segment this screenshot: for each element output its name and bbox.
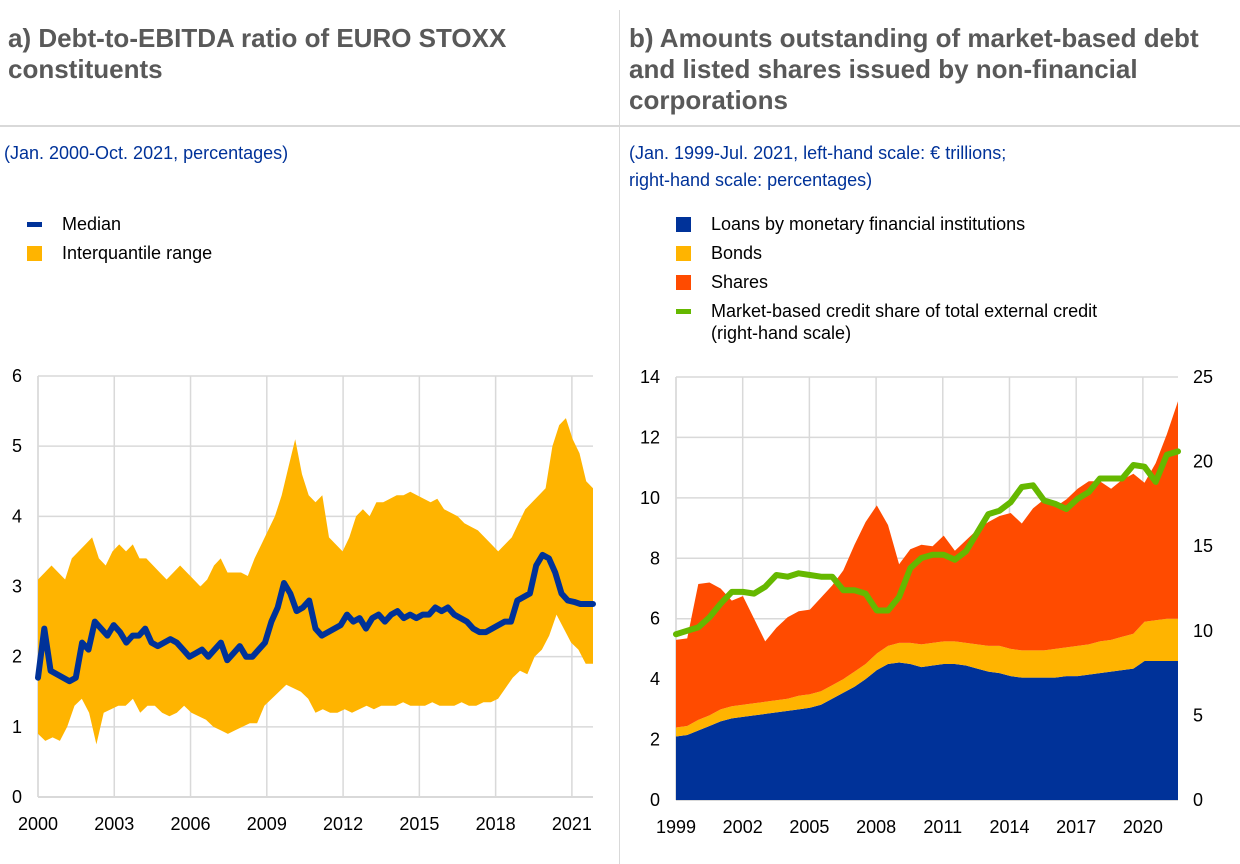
chart-a-y-tick-label: 0	[12, 787, 22, 807]
chart-a-x-tick-label: 2006	[171, 814, 211, 834]
loans-area	[676, 661, 1178, 800]
interquantile-range-area	[38, 418, 593, 745]
legend-item-interquantile-range: Interquantile range	[27, 242, 212, 271]
market-based-credit-share-line	[673, 448, 1181, 638]
chart-a-x-tick-label: 2012	[323, 814, 363, 834]
chart-b-x-tick-label: 2002	[723, 817, 763, 837]
chart-a-y-tick-label: 2	[12, 647, 22, 667]
median-line	[35, 551, 596, 685]
interquantile-area-swatch-icon	[27, 246, 42, 261]
chart-b-y2-tick-label: 20	[1193, 452, 1213, 472]
panel-b-subtitle-line-2: right-hand scale: percentages)	[629, 170, 873, 190]
chart-a-y-tick-label: 5	[12, 436, 22, 456]
legend-label-line-1: Market-based credit share of total exter…	[711, 301, 1098, 321]
chart-b-x-tick-label: 1999	[656, 817, 696, 837]
chart-a-x-tick-label: 2015	[399, 814, 439, 834]
chart-b-y-tick-label: 2	[650, 730, 660, 750]
chart-b-y-tick-label: 4	[650, 669, 660, 689]
chart-a-x-tick-label: 2003	[94, 814, 134, 834]
chart-a-x-tick-label: 2018	[476, 814, 516, 834]
chart-b-y-tick-label: 8	[650, 548, 660, 568]
panel-a-legend: Median Interquantile range	[27, 213, 212, 271]
legend-label: Median	[62, 214, 122, 234]
market-share-line-swatch-icon	[676, 309, 691, 314]
chart-b-y-tick-label: 10	[640, 488, 660, 508]
chart-b-y-tick-label: 6	[650, 609, 660, 629]
panel-b-legend: Loans by monetary financial institutions…	[676, 213, 1097, 346]
panel-a-title-line-1: a) Debt-to-EBITDA ratio of EURO STOXX	[8, 23, 507, 53]
panel-b-title-line-1: b) Amounts outstanding of market-based d…	[629, 23, 1199, 53]
chart-b-y2-tick-label: 15	[1193, 536, 1213, 556]
panel-b-title-separator	[620, 125, 1240, 127]
panel-a-title-line-2: constituents	[8, 54, 163, 84]
panel-b-title-line-2: and listed shares issued by non-financia…	[629, 54, 1138, 84]
legend-label: Shares	[711, 272, 769, 292]
chart-b-y2-tick-label: 5	[1193, 705, 1203, 725]
chart-b-x-tick-label: 2014	[989, 817, 1029, 837]
chart-a-y-tick-label: 1	[12, 717, 22, 737]
bonds-area	[676, 618, 1178, 737]
legend-label: Loans by monetary financial institutions	[711, 214, 1026, 234]
chart-b-y2-tick-label: 25	[1193, 367, 1213, 387]
panel-a-subtitle: (Jan. 2000-Oct. 2021, percentages)	[4, 143, 289, 163]
chart-b-x-tick-label: 2017	[1056, 817, 1096, 837]
panel-b: b) Amounts outstanding of market-based d…	[620, 0, 1240, 864]
loans-swatch-icon	[676, 217, 691, 232]
chart-b-y-tick-label: 0	[650, 790, 660, 810]
chart-a-y-tick-label: 6	[12, 366, 22, 386]
chart-a-x-tick-label: 2000	[18, 814, 58, 834]
chart-a-x-tick-label: 2009	[247, 814, 287, 834]
chart-a-y-tick-label: 3	[12, 577, 22, 597]
legend-item-median: Median	[27, 213, 212, 242]
legend-label: Bonds	[711, 243, 763, 263]
chart-a-y-tick-label: 4	[12, 506, 22, 526]
shares-area	[676, 401, 1178, 728]
legend-label-line-2: (right-hand scale)	[711, 323, 852, 343]
median-line-swatch-icon	[27, 222, 42, 227]
legend-item-bonds: Bonds	[676, 242, 1097, 271]
panel-b-title-line-3: corporations	[629, 85, 788, 115]
bonds-swatch-icon	[676, 246, 691, 261]
chart-b-x-tick-label: 2008	[856, 817, 896, 837]
panel-a-title: a) Debt-to-EBITDA ratio of EURO STOXX co…	[8, 23, 608, 85]
legend-item-shares: Shares	[676, 271, 1097, 300]
panel-a-title-separator	[0, 125, 619, 127]
panel-b-subtitle: (Jan. 1999-Jul. 2021, left-hand scale: €…	[629, 140, 1006, 194]
panel-b-title: b) Amounts outstanding of market-based d…	[629, 23, 1239, 116]
chart-b-x-tick-label: 2020	[1123, 817, 1163, 837]
panel-a: a) Debt-to-EBITDA ratio of EURO STOXX co…	[0, 0, 619, 864]
legend-item-market-based-credit-share: Market-based credit share of total exter…	[676, 300, 1097, 346]
legend-label: Market-based credit share of total exter…	[711, 300, 1097, 344]
chart-a-x-tick-label: 2021	[552, 814, 592, 834]
legend-item-loans: Loans by monetary financial institutions	[676, 213, 1097, 242]
chart-b-y2-tick-label: 0	[1193, 790, 1203, 810]
shares-swatch-icon	[676, 275, 691, 290]
legend-label: Interquantile range	[62, 243, 213, 263]
panel-divider	[619, 10, 620, 864]
chart-b-x-tick-label: 2005	[789, 817, 829, 837]
chart-b-y-tick-label: 14	[640, 367, 660, 387]
chart-b-x-tick-label: 2011	[923, 817, 962, 837]
chart-b-y2-tick-label: 10	[1193, 621, 1213, 641]
chart-b-y-tick-label: 12	[640, 427, 660, 447]
panel-b-subtitle-line-1: (Jan. 1999-Jul. 2021, left-hand scale: €…	[629, 143, 1007, 163]
